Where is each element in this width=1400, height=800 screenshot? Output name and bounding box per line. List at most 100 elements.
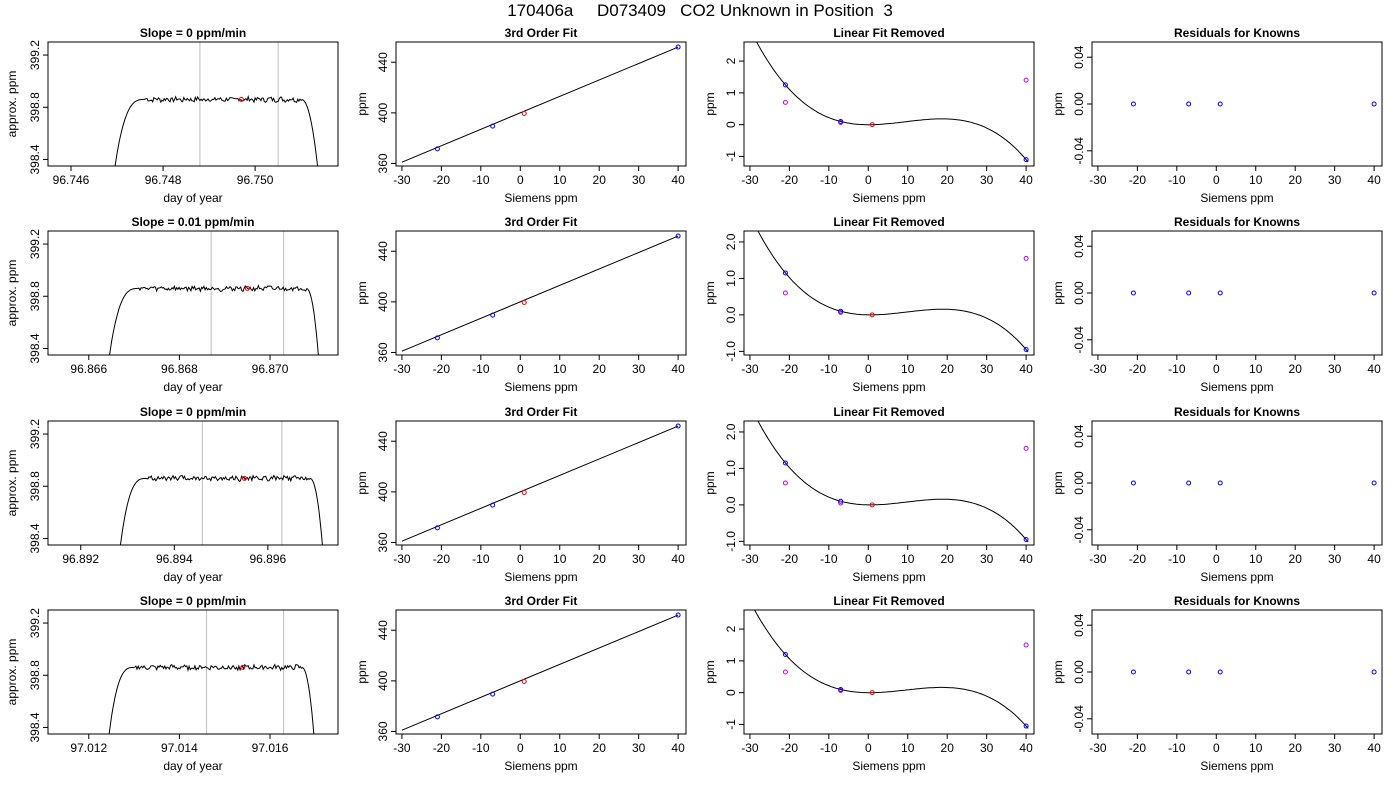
y-tick-label: 0.00 xyxy=(1072,92,1086,116)
y-axis-label: ppm xyxy=(703,92,717,115)
x-tick-label: -10 xyxy=(472,173,490,187)
x-tick-label: 10 xyxy=(901,362,915,376)
known-point xyxy=(838,686,844,692)
known-point xyxy=(675,233,681,239)
x-tick-label: -10 xyxy=(820,552,838,566)
y-axis-label: ppm xyxy=(1051,281,1065,304)
plot-area xyxy=(756,42,1029,163)
x-tick-label: -10 xyxy=(1168,552,1186,566)
x-tick-label: 30 xyxy=(980,552,994,566)
x-tick-label: 40 xyxy=(1367,741,1381,755)
y-tick-label: 0.00 xyxy=(1072,660,1086,684)
plot-frame xyxy=(743,230,1035,356)
panel-title: 3rd Order Fit xyxy=(505,405,578,419)
x-tick-label: -30 xyxy=(393,741,411,755)
plot-frame xyxy=(395,420,687,546)
y-tick-label: 360 xyxy=(376,153,390,173)
x-tick-label: 40 xyxy=(1367,173,1381,187)
x-axis-label: Siemens ppm xyxy=(852,191,925,205)
x-tick-label: 20 xyxy=(941,362,955,376)
known-point xyxy=(782,460,788,466)
x-tick-label: -20 xyxy=(433,173,451,187)
residual-point xyxy=(1130,669,1136,675)
x-tick-label: 0 xyxy=(1213,362,1220,376)
x-tick-label: -20 xyxy=(1129,552,1147,566)
y-tick-label: 398.4 xyxy=(28,712,42,742)
x-tick-label: -20 xyxy=(433,552,451,566)
panel-title: Linear Fit Removed xyxy=(833,215,944,229)
known-point xyxy=(1023,347,1029,353)
y-tick-label: -1.0 xyxy=(724,341,738,362)
y-tick-label: 0.04 xyxy=(1072,424,1086,448)
y-tick-label: 0.04 xyxy=(1072,234,1086,258)
y-tick-label: 1 xyxy=(724,657,738,664)
panel-title: Slope = 0 ppm/min xyxy=(140,594,246,608)
x-axis-label: Siemens ppm xyxy=(504,759,577,773)
x-tick-label: -10 xyxy=(820,173,838,187)
x-tick-label: 10 xyxy=(901,741,915,755)
x-axis-label: day of year xyxy=(163,570,222,584)
cubic-curve xyxy=(757,231,1029,353)
panel-title: 3rd Order Fit xyxy=(505,26,578,40)
y-axis-label: ppm xyxy=(703,471,717,494)
known-point xyxy=(434,714,440,720)
x-tick-label: -30 xyxy=(393,173,411,187)
x-tick-label: -20 xyxy=(1129,362,1147,376)
x-tick-label: 0 xyxy=(865,552,872,566)
x-tick-label: 40 xyxy=(671,362,685,376)
y-tick-label: 400 xyxy=(376,103,390,123)
x-tick-label: 96.870 xyxy=(252,362,289,376)
x-tick-label: 10 xyxy=(553,741,567,755)
y-tick-label: 1.0 xyxy=(724,460,738,477)
x-tick-label: -10 xyxy=(472,552,490,566)
y-tick-label: 440 xyxy=(376,241,390,261)
x-tick-label: 96.868 xyxy=(161,362,198,376)
x-tick-label: 96.750 xyxy=(237,173,274,187)
known-point xyxy=(1023,537,1029,543)
page-title: 170406a D073409 CO2 Unknown in Position … xyxy=(507,1,893,20)
panel-r2-fit: 3rd Order Fit -30 -20 -10 0 10 20 30 40 360 400 440… xyxy=(355,215,687,394)
plot-area xyxy=(1130,101,1377,107)
unknown-point xyxy=(869,312,875,318)
x-tick-label: 30 xyxy=(980,362,994,376)
y-tick-label: 398.4 xyxy=(28,144,42,174)
plot-area xyxy=(401,612,681,731)
x-tick-label: 0 xyxy=(865,173,872,187)
y-tick-label: 398.8 xyxy=(28,281,42,311)
x-axis-label: day of year xyxy=(163,191,222,205)
unknown-point xyxy=(241,475,247,481)
y-tick-label: 360 xyxy=(376,721,390,741)
x-tick-label: 0 xyxy=(517,173,524,187)
panel-r1-residuals: Residuals for Knowns -30 -20 -10 0 10 20 30 40 -0… xyxy=(1051,26,1383,205)
plot-area xyxy=(109,231,319,355)
x-tick-label: 30 xyxy=(1328,741,1342,755)
y-tick-label: 398.4 xyxy=(28,523,42,553)
residual-point xyxy=(1217,669,1223,675)
residual-point xyxy=(1130,290,1136,296)
x-tick-label: 20 xyxy=(593,741,607,755)
y-tick-label: 2.0 xyxy=(724,233,738,250)
panel-title: Linear Fit Removed xyxy=(833,594,944,608)
panel-r4-linear: Linear Fit Removed-30 -20 -10 0 10 20 30 40-101… xyxy=(703,594,1035,773)
y-tick-label: 0.00 xyxy=(1072,281,1086,305)
known-point xyxy=(434,335,440,341)
panel-r3-fit: 3rd Order Fit -30 -20 -10 0 10 20 30 40 360 400 440… xyxy=(355,405,687,584)
x-tick-label: 0 xyxy=(1213,173,1220,187)
known-point xyxy=(490,123,496,129)
known-point xyxy=(782,652,788,658)
panel-r2-time: Slope = 0.01 ppm/min 96.866 96.868 96.870 39… xyxy=(5,215,339,394)
x-tick-label: 30 xyxy=(980,173,994,187)
x-tick-label: -20 xyxy=(781,362,799,376)
y-axis-label: approx. ppm xyxy=(5,450,19,517)
unknown-point xyxy=(869,122,875,128)
y-tick-label: 0 xyxy=(724,689,738,696)
y-tick-label: 399.2 xyxy=(28,608,42,638)
y-tick-label: 0.04 xyxy=(1072,45,1086,69)
y-tick-label: 440 xyxy=(376,620,390,640)
y-tick-label: 0.00 xyxy=(1072,471,1086,495)
x-tick-label: 0 xyxy=(517,741,524,755)
plot-area xyxy=(757,231,1029,353)
plot-frame xyxy=(47,41,339,167)
known-point xyxy=(434,525,440,531)
plot-area xyxy=(401,423,681,542)
